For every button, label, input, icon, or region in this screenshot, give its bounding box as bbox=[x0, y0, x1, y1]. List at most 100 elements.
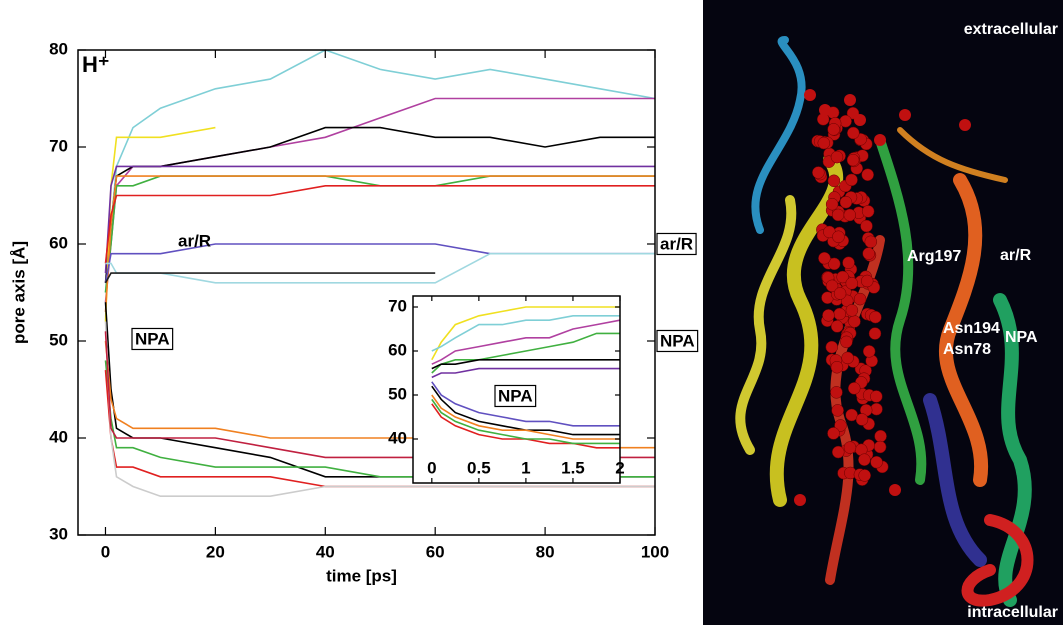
water-sphere bbox=[812, 166, 825, 179]
protein-ribbons bbox=[735, 36, 1034, 607]
annotation: ar/R bbox=[660, 234, 693, 253]
series-line bbox=[431, 367, 620, 379]
series-line bbox=[431, 385, 620, 436]
water-sphere bbox=[794, 494, 806, 506]
series-line bbox=[431, 306, 620, 361]
y-axis-label: pore axis [Å] bbox=[9, 241, 28, 344]
water-sphere bbox=[830, 320, 844, 333]
y-tick-label: 60 bbox=[388, 340, 407, 359]
series-line bbox=[431, 319, 621, 365]
water-sphere bbox=[831, 404, 844, 417]
series-line bbox=[431, 315, 620, 352]
water-sphere bbox=[854, 114, 866, 126]
water-sphere bbox=[855, 413, 869, 426]
water-sphere bbox=[836, 270, 849, 284]
water-sphere bbox=[845, 277, 859, 290]
series-line bbox=[104, 165, 655, 274]
water-sphere bbox=[858, 469, 871, 482]
x-tick-label: 40 bbox=[316, 542, 335, 561]
water-sphere bbox=[845, 304, 859, 317]
y-tick-label: 50 bbox=[49, 330, 68, 349]
water-sphere bbox=[833, 287, 847, 300]
y-tick-label: 50 bbox=[388, 384, 407, 403]
series-line bbox=[104, 321, 655, 497]
water-sphere bbox=[817, 136, 831, 150]
water-sphere bbox=[827, 174, 841, 188]
water-sphere bbox=[847, 126, 860, 140]
panel-label: H⁺ bbox=[82, 52, 110, 77]
water-sphere bbox=[860, 274, 874, 288]
x-tick-label: 0 bbox=[427, 458, 436, 477]
water-sphere bbox=[860, 219, 873, 233]
water-sphere bbox=[819, 104, 831, 116]
water-sphere bbox=[861, 168, 874, 181]
x-tick-label: 80 bbox=[536, 542, 555, 561]
water-sphere bbox=[833, 307, 846, 321]
water-sphere bbox=[831, 445, 845, 459]
water-sphere bbox=[873, 440, 887, 454]
water-sphere bbox=[839, 195, 853, 209]
water-sphere bbox=[862, 247, 875, 260]
residue-label: Asn78 bbox=[943, 341, 991, 358]
annotation: NPA bbox=[660, 331, 695, 350]
water-sphere bbox=[818, 251, 831, 265]
water-sphere bbox=[870, 455, 883, 469]
water-sphere bbox=[861, 205, 875, 218]
x-tick-label: 0 bbox=[101, 542, 110, 561]
water-sphere bbox=[845, 408, 858, 422]
water-sphere bbox=[874, 429, 887, 443]
series-line bbox=[431, 398, 620, 445]
y-tick-label: 70 bbox=[388, 296, 407, 315]
water-sphere bbox=[822, 309, 835, 322]
series-line bbox=[431, 394, 620, 440]
water-sphere bbox=[843, 208, 857, 222]
water-sphere bbox=[899, 109, 911, 121]
y-tick-label: 80 bbox=[49, 39, 68, 58]
series-line bbox=[104, 49, 656, 293]
water-sphere bbox=[825, 197, 839, 211]
residue-label: Asn194 bbox=[943, 320, 1000, 337]
annotation: ar/R bbox=[178, 231, 211, 250]
intracellular-label: intracellular bbox=[967, 604, 1058, 621]
series-line bbox=[104, 97, 655, 303]
y-tick-label: 60 bbox=[49, 233, 68, 252]
water-sphere bbox=[804, 89, 816, 101]
water-sphere bbox=[845, 173, 858, 187]
water-sphere bbox=[828, 257, 841, 271]
water-sphere bbox=[827, 123, 840, 136]
water-sphere bbox=[841, 351, 854, 365]
y-tick-label: 70 bbox=[49, 136, 68, 155]
water-sphere bbox=[848, 382, 861, 395]
water-sphere bbox=[825, 279, 839, 293]
water-sphere bbox=[839, 114, 852, 128]
water-spheres bbox=[794, 89, 971, 506]
extracellular-label: extracellular bbox=[964, 21, 1058, 38]
x-tick-label: 0.5 bbox=[467, 458, 491, 477]
x-tick-label: 1 bbox=[521, 458, 530, 477]
series-line bbox=[431, 381, 620, 427]
water-sphere bbox=[858, 453, 871, 466]
y-tick-label: 30 bbox=[49, 524, 68, 543]
annotation: NPA bbox=[135, 329, 170, 348]
water-sphere bbox=[827, 427, 840, 440]
water-sphere bbox=[840, 335, 853, 349]
water-sphere bbox=[825, 340, 839, 354]
water-sphere bbox=[844, 94, 856, 106]
water-sphere bbox=[868, 327, 882, 340]
annotation: NPA bbox=[498, 386, 533, 405]
x-tick-label: 60 bbox=[426, 542, 445, 561]
water-sphere bbox=[874, 134, 886, 146]
series-line bbox=[104, 185, 655, 264]
water-sphere bbox=[830, 386, 843, 399]
water-sphere bbox=[864, 235, 878, 249]
water-sphere bbox=[832, 230, 845, 244]
x-tick-label: 2 bbox=[615, 458, 624, 477]
y-tick-label: 40 bbox=[388, 428, 407, 447]
x-tick-label: 20 bbox=[206, 542, 225, 561]
residue-label: Arg197 bbox=[907, 248, 961, 265]
water-sphere bbox=[959, 119, 971, 131]
series-line bbox=[104, 272, 436, 284]
water-sphere bbox=[846, 153, 860, 167]
annotation-box bbox=[656, 232, 697, 256]
